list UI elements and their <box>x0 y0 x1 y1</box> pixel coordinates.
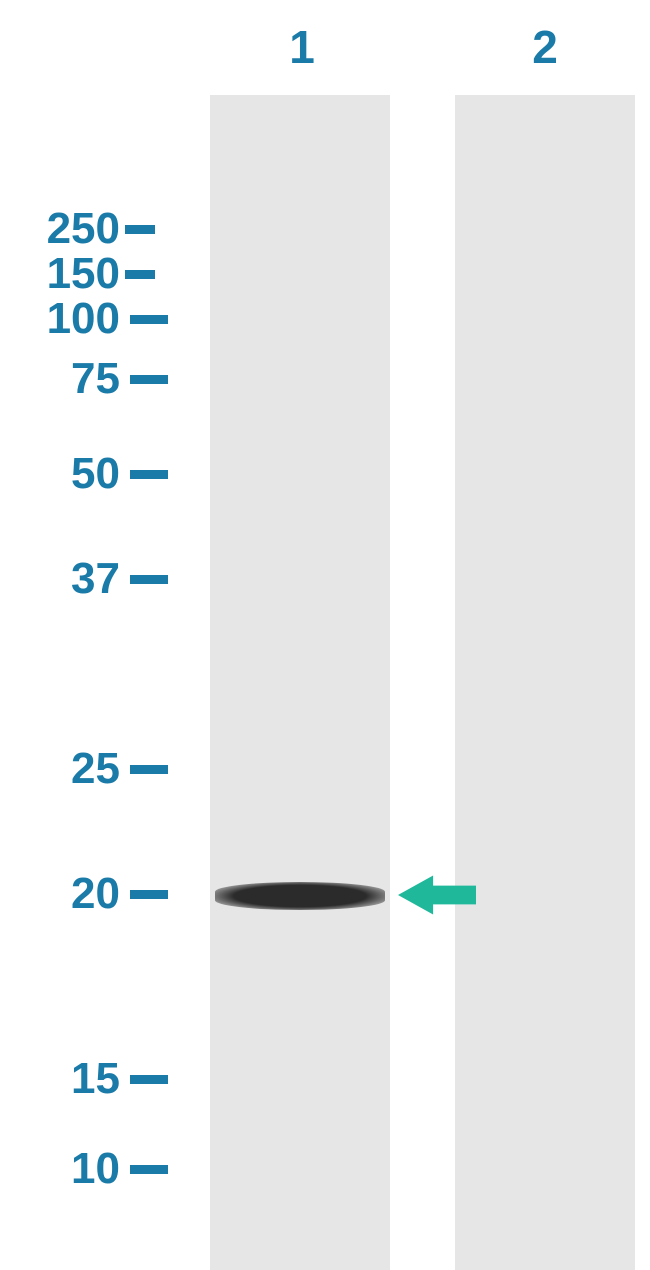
marker-tick-50 <box>130 470 168 479</box>
lane-header-2: 2 <box>515 20 575 74</box>
marker-label-10: 10 <box>45 1144 120 1194</box>
marker-label-150: 150 <box>20 249 120 299</box>
marker-tick-25 <box>130 765 168 774</box>
marker-label-20: 20 <box>45 869 120 919</box>
marker-tick-150 <box>125 270 155 279</box>
marker-tick-250 <box>125 225 155 234</box>
marker-label-25: 25 <box>45 744 120 794</box>
arrow-left-icon <box>398 870 476 920</box>
lane-1 <box>210 95 390 1270</box>
marker-label-37: 37 <box>45 554 120 604</box>
marker-tick-20 <box>130 890 168 899</box>
marker-tick-75 <box>130 375 168 384</box>
marker-label-50: 50 <box>45 449 120 499</box>
marker-tick-37 <box>130 575 168 584</box>
marker-label-15: 15 <box>45 1054 120 1104</box>
marker-label-75: 75 <box>45 354 120 404</box>
band-lane1 <box>215 882 385 910</box>
marker-tick-100 <box>130 315 168 324</box>
lane-header-1-text: 1 <box>289 21 315 73</box>
lane-header-2-text: 2 <box>532 21 558 73</box>
band-indicator-arrow <box>398 870 476 920</box>
marker-tick-15 <box>130 1075 168 1084</box>
marker-tick-10 <box>130 1165 168 1174</box>
marker-label-250: 250 <box>20 204 120 254</box>
lane-header-1: 1 <box>272 20 332 74</box>
marker-label-100: 100 <box>20 294 120 344</box>
lane-2 <box>455 95 635 1270</box>
